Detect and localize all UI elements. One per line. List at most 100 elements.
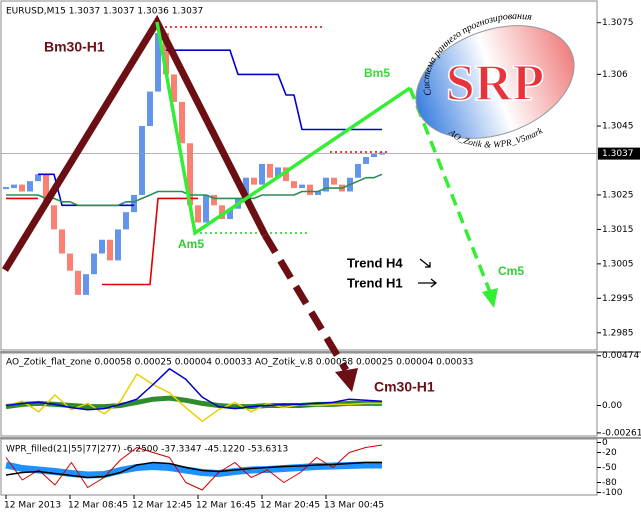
separator: [0, 351, 641, 353]
y-tick-label: 1.3015: [602, 225, 634, 235]
price-bar: [315, 191, 321, 195]
arrow-head: [335, 368, 358, 392]
ao-panel: [0, 352, 598, 437]
annotation: Am5: [178, 237, 204, 251]
price-bar: [99, 239, 105, 254]
price-bar: [371, 153, 377, 158]
price-bar: [43, 174, 49, 206]
price-bar: [147, 91, 153, 127]
indicator-line: [5, 395, 382, 410]
y-tick-label: 1.3005: [602, 259, 634, 269]
zigzag-m5: [155, 21, 411, 236]
y-tick-label: 1.3045: [602, 122, 634, 132]
price-bar: [3, 187, 9, 190]
indicator-line: [6, 197, 198, 286]
x-tick-label: 12 Mar 12:45: [132, 501, 192, 511]
price-bar: [115, 229, 121, 261]
price-bar: [323, 177, 329, 192]
y-tick-label: -0.00261: [602, 428, 641, 438]
price-bar: [139, 126, 145, 195]
current-price-box: [598, 147, 640, 160]
price-bar: [259, 163, 265, 185]
price-bar: [219, 205, 225, 220]
y-tick-label: -50: [602, 463, 617, 473]
indicator-line: [5, 444, 383, 491]
x-tick-label: 12 Mar 2013: [4, 501, 61, 511]
price-bar: [171, 74, 177, 102]
price-bar: [299, 184, 305, 189]
price-bar: [59, 229, 65, 254]
y-tick-label: 1.3075: [602, 18, 634, 28]
trend-arrow: [418, 278, 438, 288]
annotation: Cm5: [498, 264, 524, 278]
logo-title: SRP: [446, 55, 544, 112]
price-bar: [275, 167, 281, 178]
logo-ellipse: [415, 25, 575, 139]
y-tick-label: 0: [602, 438, 608, 448]
y-tick-label: 1.2985: [602, 328, 634, 338]
x-tick-label: 12 Mar 08:45: [68, 501, 128, 511]
y-tick-label: 0.00474: [602, 351, 639, 361]
indicator-line: [5, 461, 382, 479]
price-bar: [67, 253, 73, 271]
annotation: Trend H4: [347, 255, 403, 270]
y-tick-label: 0.00: [602, 401, 622, 411]
price-bar: [155, 33, 161, 92]
price-bar: [27, 181, 33, 192]
indicator-line: [5, 368, 383, 411]
annotation: Bm30-H1: [44, 39, 105, 55]
price-bar: [51, 205, 57, 230]
price-bar: [251, 177, 257, 185]
price-bar: [355, 163, 361, 178]
arrow-head: [482, 288, 498, 308]
panel-title: EURUSD,M15 1.3037 1.3037 1.3036 1.3037: [6, 7, 203, 17]
indicator-line: [6, 173, 383, 207]
separator: [0, 437, 641, 439]
panel-title: WPR_filled(21|55|77|277) -6.2500 -37.334…: [6, 445, 288, 455]
price-bar: [35, 174, 41, 182]
price-bar: [243, 177, 249, 199]
y-tick-label: 1.3025: [602, 190, 634, 200]
annotation: Cm30-H1: [374, 379, 435, 395]
price-bar: [107, 239, 113, 261]
price-bar: [75, 270, 81, 295]
y-tick-label: -100: [602, 488, 623, 498]
panel-title: AO_Zotik_flat_zone 0.00058 0.00025 0.000…: [6, 358, 473, 368]
price-bar: [195, 205, 201, 223]
indicator-line: [5, 461, 382, 479]
y-tick-label: 1.2995: [602, 294, 634, 304]
price-bar: [291, 181, 297, 189]
zigzag-forecast: [261, 233, 350, 372]
marks: [1, 33, 597, 491]
zigzag-m5-forecast: [408, 87, 492, 293]
price-bar: [179, 101, 185, 144]
price-bar: [227, 208, 233, 220]
current-price-label: 1.3037: [602, 149, 634, 159]
price-bar: [331, 177, 337, 185]
price-bar: [19, 184, 25, 192]
price-bar: [267, 163, 273, 178]
labels: EURUSD,M15 1.3037 1.3037 1.3036 1.3037 1.…: [4, 7, 641, 511]
price-bar: [363, 157, 369, 164]
y-tick-label: -80: [602, 478, 617, 488]
main-panel: [0, 0, 598, 351]
price-bar: [123, 212, 129, 230]
x-tick-label: 12 Mar 16:45: [196, 501, 256, 511]
price-bar: [211, 194, 217, 206]
price-bar: [11, 184, 17, 189]
y-tick-label: -20: [602, 448, 617, 458]
trend-arrow: [419, 258, 431, 268]
price-bar: [307, 184, 313, 195]
price-bar: [91, 253, 97, 275]
price-bar: [187, 143, 193, 206]
price-bar: [283, 167, 289, 182]
annotation: Trend H1: [347, 275, 403, 290]
price-bar: [131, 194, 137, 213]
price-bar: [163, 33, 169, 75]
x-tick-label: 13 Mar 00:45: [324, 501, 384, 511]
price-bar: [83, 274, 89, 295]
price-bar: [203, 194, 209, 223]
x-tick-label: 12 Mar 20:45: [260, 501, 320, 511]
annotation: Bm5: [364, 66, 390, 80]
